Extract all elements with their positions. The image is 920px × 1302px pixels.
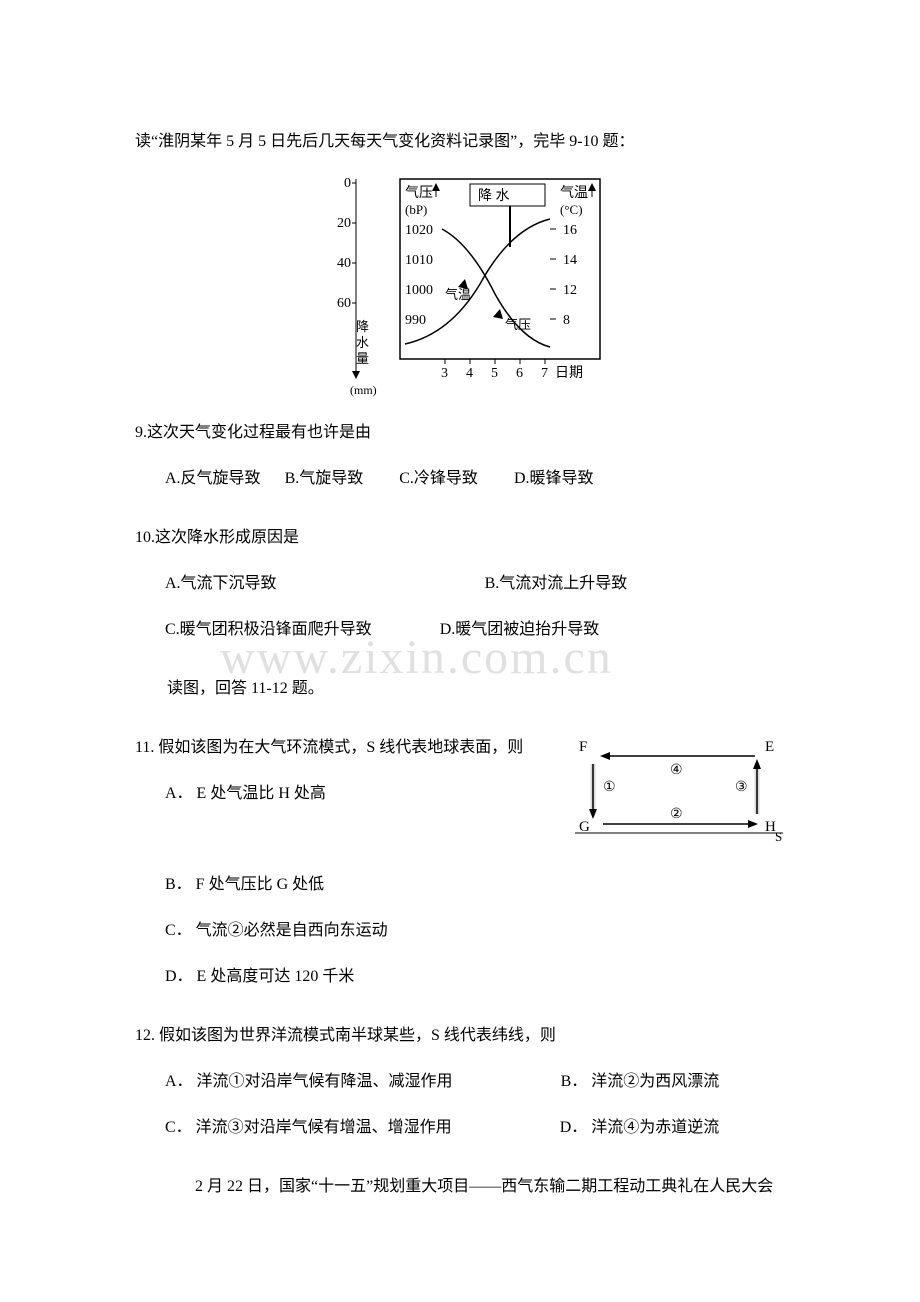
arrow-1: ①: [603, 780, 616, 795]
weather-chart-container: 0 20 40 60 降 水 量 (mm) 气压 (bP) 1020 1010 …: [135, 169, 785, 399]
arrow-4: ④: [670, 763, 683, 778]
q9-optA: A.反气旋导致: [165, 470, 261, 487]
ytick-mid-3: 990: [405, 313, 426, 328]
ytick-mid-0: 1020: [405, 223, 433, 238]
node-F: F: [579, 739, 587, 755]
q11-optB: B． F 处气压比 G 处低: [135, 873, 785, 897]
q9-optB: B.气旋导致: [285, 470, 364, 487]
x-label: 日期: [555, 365, 583, 381]
ytick-mid-1: 1010: [405, 253, 433, 268]
q12-options-1: A． 洋流①对沿岸气候有降温、减湿作用 B． 洋流②为西风漂流: [135, 1070, 785, 1094]
q9-optD: D.暖锋导致: [514, 470, 594, 487]
read-diagram-text: 读图，回答 11-12 题。: [135, 677, 785, 701]
precip-label-1: 降: [356, 319, 369, 334]
ytick-left-3: 60: [337, 296, 351, 311]
ytick-mid-2: 1000: [405, 283, 433, 298]
xtick-2: 5: [491, 366, 498, 381]
pressure-unit: (bP): [405, 202, 427, 217]
s-label: S: [775, 829, 782, 844]
q10-optB: B.气流对流上升导致: [485, 575, 628, 592]
q10-options-2: C.暖气团积极沿锋面爬升导致 D.暖气团被迫抬升导致: [135, 618, 785, 642]
xtick-4: 7: [541, 366, 548, 381]
ytick-left-2: 40: [337, 256, 351, 271]
q12-options-2: C． 洋流③对沿岸气候有增温、增湿作用 D． 洋流④为赤道逆流: [135, 1116, 785, 1140]
temp-unit: (°C): [560, 202, 583, 217]
intro-text: 读“淮阴某年 5 月 5 日先后几天每天气变化资料记录图”，完毕 9-10 题：: [135, 130, 785, 154]
xtick-1: 4: [466, 366, 473, 381]
q9-optC: C.冷锋导致: [399, 470, 478, 487]
xtick-0: 3: [441, 366, 448, 381]
q10-optD: D.暖气团被迫抬升导致: [440, 621, 600, 638]
arrow-3: ③: [735, 780, 748, 795]
ytick-left-1: 20: [337, 216, 351, 231]
precip-title: 降 水: [478, 188, 510, 204]
temp-mid-label: 气温: [445, 287, 471, 302]
temp-title: 气温: [560, 185, 588, 201]
pressure-title: 气压: [405, 185, 433, 201]
ytick-left-0: 0: [344, 176, 351, 191]
q12-text: 12. 假如该图为世界洋流模式南半球某些，S 线代表纬线，则: [135, 1024, 785, 1048]
weather-chart: 0 20 40 60 降 水 量 (mm) 气压 (bP) 1020 1010 …: [310, 169, 610, 399]
q10-options-1: A.气流下沉导致 B.气流对流上升导致: [135, 572, 785, 596]
node-E: E: [765, 739, 774, 755]
final-paragraph: 2 月 22 日，国家“十一五”规划重大项目——西气东输二期工程动工典礼在人民大…: [135, 1175, 785, 1199]
q12-optD: D． 洋流④为赤道逆流: [560, 1119, 720, 1136]
q10-optC: C.暖气团积极沿锋面爬升导致: [165, 621, 372, 638]
q9-text: 9.这次天气变化过程最有也许是由: [135, 421, 785, 445]
ytick-right-2: 12: [563, 283, 577, 298]
precip-unit: (mm): [350, 383, 377, 397]
precip-label-2: 水: [356, 335, 369, 350]
precip-label-3: 量: [356, 351, 369, 366]
ytick-right-1: 14: [563, 253, 577, 268]
q10-text: 10.这次降水形成原因是: [135, 526, 785, 550]
ytick-right-3: 8: [563, 313, 570, 328]
q11-optD: D． E 处高度可达 120 千米: [135, 965, 785, 989]
circulation-diagram-container: F E G H S ④ ① ②: [575, 736, 785, 851]
q12-optB: B． 洋流②为西风漂流: [561, 1073, 720, 1090]
ytick-right-0: 16: [563, 223, 577, 238]
circulation-diagram: F E G H S ④ ① ②: [575, 736, 785, 846]
q9-options: A.反气旋导致 B.气旋导致 C.冷锋导致 D.暖锋导致: [135, 467, 785, 491]
q10-optA: A.气流下沉导致: [165, 575, 277, 592]
arrow-2: ②: [670, 807, 683, 822]
q11-optC: C． 气流②必然是自西向东运动: [135, 919, 785, 943]
xtick-3: 6: [516, 366, 523, 381]
pressure-mid-label: 气压: [505, 317, 531, 332]
q12-optC: C． 洋流③对沿岸气候有增温、增湿作用: [165, 1119, 452, 1136]
q12-optA: A． 洋流①对沿岸气候有降温、减湿作用: [165, 1073, 453, 1090]
